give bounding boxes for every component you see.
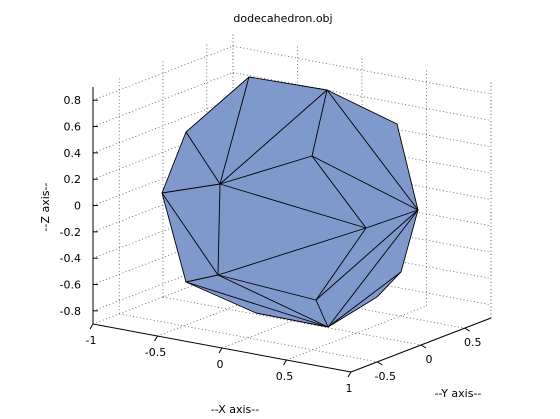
- x-axis-label: --X axis--: [211, 403, 259, 416]
- y-tick-mark: [420, 344, 427, 349]
- z-tick-label: 0.2: [64, 173, 82, 186]
- x-tick-label: 1: [346, 382, 353, 395]
- mesh-edge: [217, 274, 329, 328]
- z-tick-label: 0.6: [64, 121, 82, 134]
- grid-line: [286, 305, 427, 361]
- x-tick-mark: [154, 335, 158, 342]
- mesh-edge: [311, 89, 328, 157]
- z-tick-label: 0.8: [64, 94, 82, 107]
- mesh-edge: [217, 274, 317, 301]
- y-axis-label: --Y axis--: [435, 387, 482, 400]
- mesh-edge: [161, 192, 219, 276]
- z-tick-label: -0.6: [60, 279, 81, 292]
- dodecahedron-mesh: [161, 76, 419, 328]
- grid-line: [92, 151, 234, 206]
- mesh-edge: [185, 131, 221, 185]
- grid-line: [92, 256, 234, 312]
- axes: [89, 87, 492, 378]
- grid-line: [92, 72, 234, 127]
- y-tick-label: -0.5: [375, 370, 396, 383]
- y-tick-mark: [464, 327, 471, 332]
- mesh-edge: [315, 209, 419, 301]
- mesh-edge: [311, 155, 367, 229]
- z-tick-label: -0.8: [60, 305, 81, 318]
- grid-line: [92, 45, 234, 101]
- x-tick-mark: [89, 323, 94, 330]
- mesh-edge: [217, 227, 367, 276]
- grid-line: [92, 230, 234, 285]
- mesh-edge: [315, 227, 367, 301]
- mesh-silhouette: [161, 76, 419, 328]
- x-tick-mark: [218, 347, 223, 354]
- grid-line: [92, 177, 234, 233]
- mesh-edge: [219, 89, 328, 185]
- x-tick-label: 0.5: [276, 370, 294, 383]
- grid-line: [92, 98, 234, 154]
- z-tick-label: -0.4: [60, 252, 81, 265]
- y-tick-mark: [376, 361, 383, 366]
- mesh-edge: [219, 155, 313, 185]
- grid-line: [221, 293, 363, 349]
- mesh-edge: [161, 183, 221, 194]
- z-tick-label: -0.2: [60, 226, 81, 239]
- y-tick-label: 0.5: [464, 336, 482, 349]
- x-tick-label: -1: [86, 334, 97, 347]
- mesh-edge: [185, 281, 329, 328]
- x-tick-mark: [347, 371, 352, 378]
- y-tick-label: 0: [426, 353, 433, 366]
- mesh-edge: [365, 209, 419, 229]
- mesh-edge: [326, 89, 419, 211]
- grid-line: [92, 203, 234, 259]
- mesh-edge: [217, 183, 221, 276]
- y-tick-labels: -0.5 0 0.5: [375, 336, 482, 383]
- grid-line: [92, 269, 234, 325]
- z-tick-labels: -0.8 -0.6 -0.4 -0.2 0 0.2 0.4 0.6 0.8: [60, 94, 81, 318]
- mesh-edge: [219, 76, 250, 185]
- x-tick-label: 0: [217, 358, 224, 371]
- mesh-edge: [327, 271, 402, 328]
- x-tick-label: -0.5: [145, 346, 166, 359]
- z-axis-label: --Z axis--: [39, 182, 52, 231]
- mesh-edge: [185, 274, 219, 283]
- chart-title: dodecahedron.obj: [233, 12, 332, 25]
- x-tick-mark: [283, 359, 287, 366]
- mesh-edge: [327, 209, 419, 328]
- grid-line: [157, 281, 298, 337]
- x-tick-labels: -1 -0.5 0 0.5 1: [86, 334, 353, 395]
- z-tick-label: 0.4: [64, 147, 82, 160]
- mesh-edge: [311, 155, 419, 211]
- mesh-edge: [219, 183, 367, 229]
- z-tick-label: 0: [74, 200, 81, 213]
- mesh-edge: [315, 299, 329, 328]
- grid-line: [92, 124, 234, 180]
